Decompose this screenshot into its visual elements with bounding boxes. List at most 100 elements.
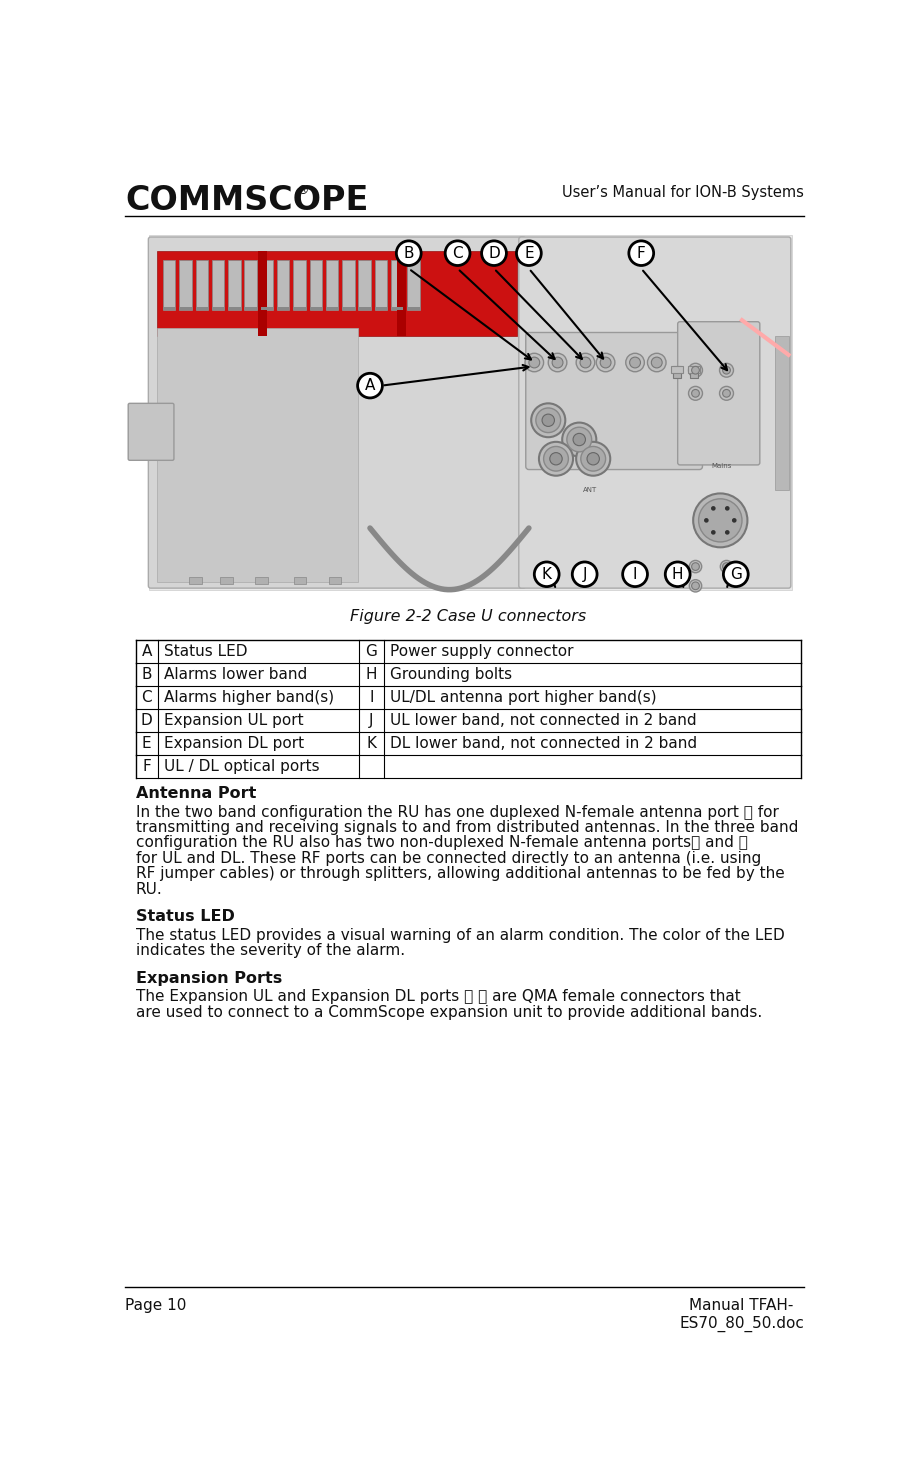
Circle shape xyxy=(576,441,611,475)
Bar xyxy=(342,261,355,310)
Circle shape xyxy=(562,422,596,456)
Circle shape xyxy=(445,241,470,265)
Text: G: G xyxy=(730,567,742,582)
Bar xyxy=(244,307,257,310)
Circle shape xyxy=(531,403,565,437)
Text: Grounding bolts: Grounding bolts xyxy=(390,666,512,681)
Text: H: H xyxy=(366,666,377,681)
Text: J: J xyxy=(582,567,587,582)
Bar xyxy=(342,307,355,310)
Text: Power supply connector: Power supply connector xyxy=(390,644,574,659)
Bar xyxy=(189,578,202,584)
Circle shape xyxy=(357,373,382,398)
Bar xyxy=(163,307,175,310)
Bar xyxy=(149,235,792,589)
Circle shape xyxy=(723,563,730,570)
Text: D: D xyxy=(141,712,153,729)
Bar xyxy=(391,261,403,310)
Circle shape xyxy=(652,357,662,367)
Text: Page 10: Page 10 xyxy=(125,1297,186,1314)
Text: indicates the severity of the alarm.: indicates the severity of the alarm. xyxy=(136,943,405,958)
Bar xyxy=(277,261,290,310)
Bar xyxy=(196,307,208,310)
Bar xyxy=(391,307,403,310)
Circle shape xyxy=(720,560,733,573)
Circle shape xyxy=(693,493,748,548)
Bar xyxy=(255,578,268,584)
Bar xyxy=(671,366,683,373)
Text: In the two band configuration the RU has one duplexed N-female antenna port Ⓘ fo: In the two band configuration the RU has… xyxy=(136,804,779,819)
Circle shape xyxy=(719,387,733,400)
Bar xyxy=(690,366,697,378)
Circle shape xyxy=(711,507,716,511)
Bar xyxy=(157,327,358,582)
Text: I: I xyxy=(369,690,374,705)
Circle shape xyxy=(536,407,560,432)
Circle shape xyxy=(725,530,729,535)
Circle shape xyxy=(573,434,586,446)
Bar xyxy=(277,307,290,310)
Circle shape xyxy=(548,354,567,372)
Text: F: F xyxy=(637,246,645,261)
Circle shape xyxy=(600,357,611,367)
Text: The status LED provides a visual warning of an alarm condition. The color of the: The status LED provides a visual warning… xyxy=(136,927,785,943)
Circle shape xyxy=(544,446,569,471)
Bar xyxy=(179,261,192,310)
Circle shape xyxy=(630,357,641,367)
FancyBboxPatch shape xyxy=(526,333,703,469)
Text: Mains: Mains xyxy=(711,464,731,469)
Circle shape xyxy=(552,357,563,367)
Circle shape xyxy=(567,427,591,452)
Circle shape xyxy=(723,366,730,375)
Text: D: D xyxy=(488,246,500,261)
Text: K: K xyxy=(367,736,377,751)
Text: UL/DL antenna port higher band(s): UL/DL antenna port higher band(s) xyxy=(390,690,657,705)
Bar xyxy=(325,261,338,310)
Bar xyxy=(258,250,267,336)
Bar xyxy=(358,307,371,310)
Circle shape xyxy=(535,561,559,586)
Bar xyxy=(293,307,305,310)
Circle shape xyxy=(397,241,421,265)
Circle shape xyxy=(725,507,729,511)
Circle shape xyxy=(542,415,555,427)
Bar xyxy=(244,261,257,310)
Text: B: B xyxy=(403,246,414,261)
Circle shape xyxy=(692,563,699,570)
Circle shape xyxy=(719,363,733,378)
Text: Manual TFAH-
ES70_80_50.doc: Manual TFAH- ES70_80_50.doc xyxy=(679,1297,804,1331)
Bar xyxy=(775,336,790,490)
Text: UL / DL optical ports: UL / DL optical ports xyxy=(164,760,320,775)
Circle shape xyxy=(550,453,562,465)
Bar xyxy=(375,261,387,310)
FancyBboxPatch shape xyxy=(148,237,526,588)
Bar xyxy=(358,261,371,310)
Text: I: I xyxy=(632,567,637,582)
Text: G: G xyxy=(366,644,377,659)
Bar xyxy=(325,307,338,310)
Text: ANT: ANT xyxy=(583,487,597,493)
Circle shape xyxy=(529,357,540,367)
Bar xyxy=(228,261,240,310)
Circle shape xyxy=(580,357,590,367)
Text: Status LED: Status LED xyxy=(164,644,248,659)
Bar xyxy=(329,578,341,584)
Text: COMMSCOPE: COMMSCOPE xyxy=(125,184,368,216)
Text: E: E xyxy=(142,736,152,751)
Circle shape xyxy=(692,390,699,397)
Text: transmitting and receiving signals to and from distributed antennas. In the thre: transmitting and receiving signals to an… xyxy=(136,820,798,835)
Circle shape xyxy=(539,441,573,475)
Text: configuration the RU also has two non-duplexed N-female antenna portsⒿ and Ⓚ: configuration the RU also has two non-du… xyxy=(136,835,748,850)
FancyBboxPatch shape xyxy=(128,403,174,461)
Circle shape xyxy=(576,354,595,372)
Bar xyxy=(673,366,681,378)
Circle shape xyxy=(572,561,597,586)
Circle shape xyxy=(665,561,690,586)
Bar xyxy=(196,261,208,310)
Circle shape xyxy=(689,579,702,592)
Text: The Expansion UL and Expansion DL ports Ⓓ Ⓔ are QMA female connectors that: The Expansion UL and Expansion DL ports … xyxy=(136,989,740,1004)
Bar xyxy=(163,261,175,310)
Circle shape xyxy=(596,354,615,372)
Bar xyxy=(294,578,306,584)
Text: are used to connect to a CommScope expansion unit to provide additional bands.: are used to connect to a CommScope expan… xyxy=(136,1004,762,1020)
